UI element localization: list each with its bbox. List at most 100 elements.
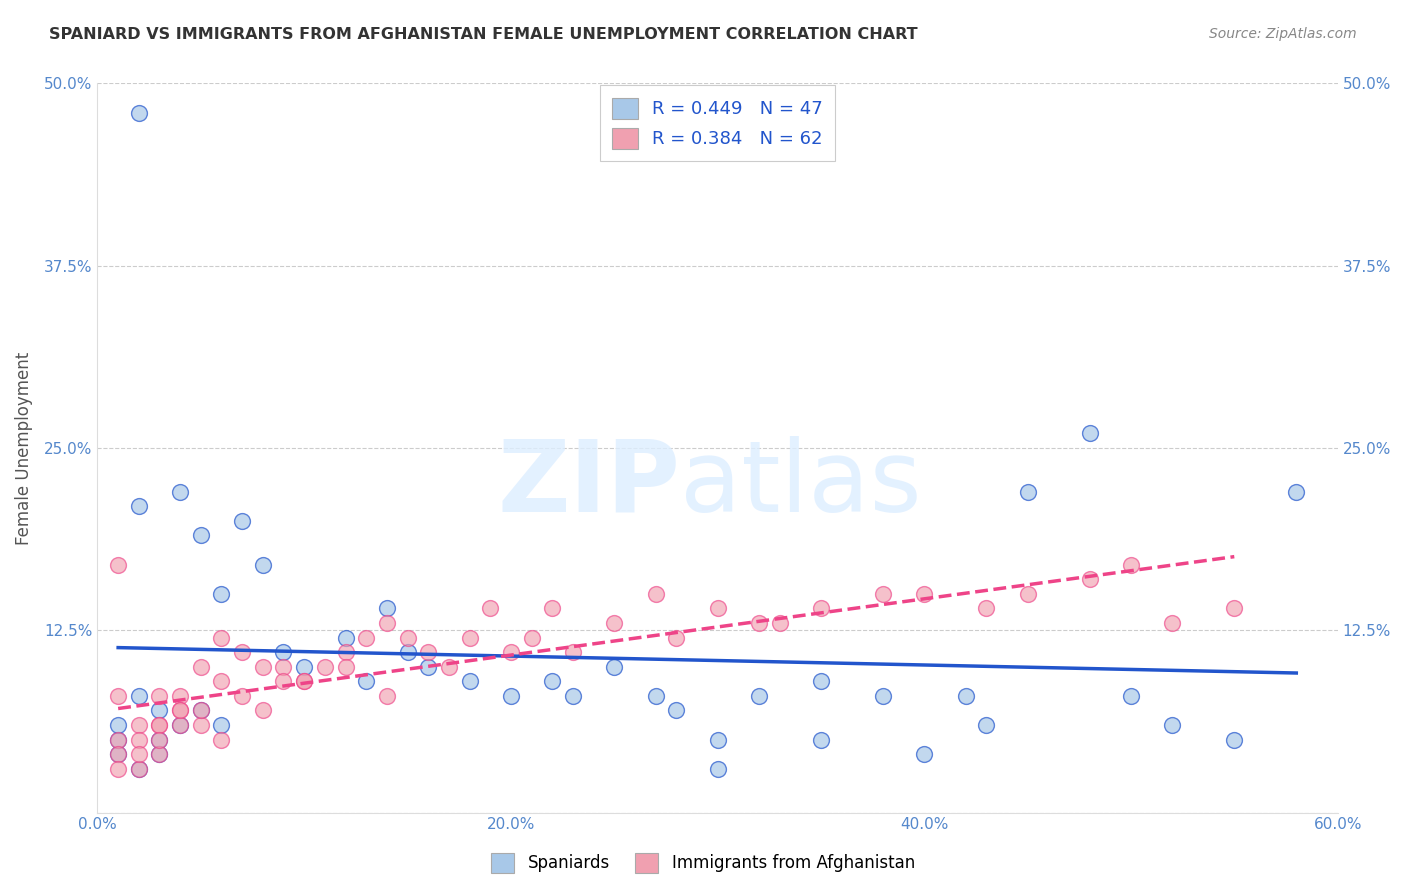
Point [231,689,253,703]
Point [603,615,626,630]
Point [169,718,191,732]
Point [252,659,274,673]
Point [872,689,894,703]
Point [128,732,150,747]
Point [479,601,502,615]
Point [437,659,460,673]
Point [458,674,481,689]
Point [128,762,150,776]
Point [128,105,150,120]
Point [955,689,977,703]
Point [107,732,129,747]
Point [541,601,564,615]
Text: SPANIARD VS IMMIGRANTS FROM AFGHANISTAN FEMALE UNEMPLOYMENT CORRELATION CHART: SPANIARD VS IMMIGRANTS FROM AFGHANISTAN … [49,27,918,42]
Point [810,674,832,689]
Point [1119,689,1142,703]
Point [148,732,170,747]
Point [107,689,129,703]
Point [107,747,129,762]
Point [1078,426,1101,441]
Point [169,484,191,499]
Point [1017,587,1039,601]
Point [354,674,377,689]
Point [354,631,377,645]
Point [128,762,150,776]
Point [128,747,150,762]
Point [748,615,770,630]
Point [810,601,832,615]
Legend: Spaniards, Immigrants from Afghanistan: Spaniards, Immigrants from Afghanistan [485,847,921,880]
Point [974,718,997,732]
Point [644,587,666,601]
Point [418,645,440,659]
Point [561,645,583,659]
Point [541,674,564,689]
Point [148,718,170,732]
Point [335,645,357,659]
Text: ZIP: ZIP [498,436,681,533]
Point [169,689,191,703]
Point [169,718,191,732]
Point [190,703,212,717]
Point [231,514,253,528]
Point [1119,558,1142,572]
Point [128,689,150,703]
Point [148,703,170,717]
Point [561,689,583,703]
Legend: R = 0.449   N = 47, R = 0.384   N = 62: R = 0.449 N = 47, R = 0.384 N = 62 [600,85,835,161]
Point [107,747,129,762]
Point [273,674,295,689]
Point [375,689,398,703]
Point [211,631,233,645]
Point [231,645,253,659]
Text: atlas: atlas [681,436,922,533]
Point [665,703,688,717]
Point [169,703,191,717]
Point [190,528,212,542]
Y-axis label: Female Unemployment: Female Unemployment [15,351,32,545]
Point [211,674,233,689]
Point [1017,484,1039,499]
Point [1161,615,1184,630]
Point [375,615,398,630]
Point [520,631,543,645]
Point [418,659,440,673]
Point [107,732,129,747]
Point [211,718,233,732]
Point [335,659,357,673]
Point [375,601,398,615]
Point [252,703,274,717]
Point [314,659,336,673]
Point [148,747,170,762]
Point [292,674,315,689]
Point [1161,718,1184,732]
Point [107,718,129,732]
Point [748,689,770,703]
Point [1078,572,1101,586]
Point [706,601,728,615]
Point [810,732,832,747]
Point [1223,601,1246,615]
Point [128,500,150,514]
Point [499,645,522,659]
Point [292,659,315,673]
Point [148,718,170,732]
Text: Source: ZipAtlas.com: Source: ZipAtlas.com [1209,27,1357,41]
Point [1285,484,1308,499]
Point [706,762,728,776]
Point [169,703,191,717]
Point [644,689,666,703]
Point [190,659,212,673]
Point [148,747,170,762]
Point [252,558,274,572]
Point [768,615,790,630]
Point [706,732,728,747]
Point [107,762,129,776]
Point [974,601,997,615]
Point [292,674,315,689]
Point [912,747,935,762]
Point [396,645,419,659]
Point [273,659,295,673]
Point [211,732,233,747]
Point [603,659,626,673]
